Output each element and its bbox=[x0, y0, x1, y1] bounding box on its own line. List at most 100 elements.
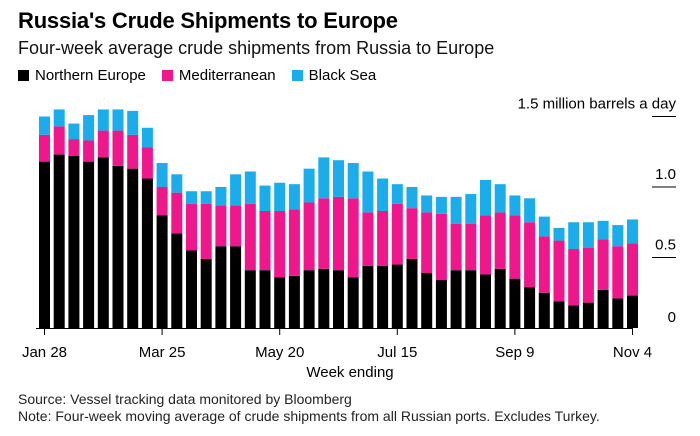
bar-black-sea-38 bbox=[597, 220, 609, 240]
bar-black-sea-28 bbox=[450, 196, 462, 224]
bar-black-sea-19 bbox=[318, 157, 330, 199]
bar-mediterranean-35 bbox=[553, 240, 565, 302]
bar-northern-europe-6 bbox=[127, 168, 139, 328]
bar-northern-europe-1 bbox=[53, 154, 65, 328]
bar-mediterranean-40 bbox=[627, 243, 638, 296]
stacked-bar-chart: 0 0.5 1.0 1.5 million barrels a day Jan 28 Ma… bbox=[22, 96, 677, 361]
bar-northern-europe-10 bbox=[186, 250, 197, 328]
bar-black-sea-17 bbox=[288, 184, 300, 210]
legend-item-mediterranean: Mediterranean bbox=[161, 67, 276, 84]
bar-mediterranean-39 bbox=[612, 246, 624, 299]
bar-northern-europe-22 bbox=[362, 265, 374, 328]
legend-item-black-sea: Black Sea bbox=[291, 67, 377, 84]
bar-northern-europe-19 bbox=[318, 268, 330, 328]
legend-label-black-sea: Black Sea bbox=[308, 67, 377, 84]
bar-northern-europe-3 bbox=[83, 161, 95, 328]
bar-mediterranean-10 bbox=[186, 203, 197, 251]
bar-black-sea-14 bbox=[244, 171, 256, 204]
x-axis-title: Week ending bbox=[306, 364, 394, 381]
bar-mediterranean-36 bbox=[568, 249, 580, 306]
bar-mediterranean-4 bbox=[97, 130, 109, 158]
bar-northern-europe-38 bbox=[597, 289, 609, 328]
legend-label-mediterranean: Mediterranean bbox=[178, 67, 276, 84]
bar-mediterranean-29 bbox=[465, 223, 477, 271]
bar-northern-europe-5 bbox=[112, 165, 124, 328]
bar-black-sea-9 bbox=[171, 174, 183, 193]
legend-swatch-black-sea bbox=[291, 70, 303, 81]
bar-mediterranean-18 bbox=[303, 202, 315, 271]
bar-black-sea-26 bbox=[421, 195, 433, 213]
bar-mediterranean-19 bbox=[318, 198, 330, 269]
bar-black-sea-30 bbox=[480, 179, 491, 216]
bar-northern-europe-39 bbox=[612, 298, 624, 328]
bar-black-sea-5 bbox=[112, 109, 124, 131]
bar-mediterranean-34 bbox=[538, 236, 550, 293]
bar-northern-europe-8 bbox=[156, 215, 168, 328]
y-tick-label-2: 1.0 bbox=[655, 166, 676, 183]
bar-mediterranean-5 bbox=[112, 130, 124, 166]
bar-northern-europe-15 bbox=[259, 270, 271, 328]
bar-northern-europe-7 bbox=[141, 178, 153, 328]
bar-northern-europe-40 bbox=[627, 295, 638, 328]
legend-swatch-mediterranean bbox=[161, 70, 173, 81]
bar-black-sea-15 bbox=[259, 185, 271, 211]
bar-black-sea-10 bbox=[186, 191, 197, 204]
bar-black-sea-31 bbox=[494, 184, 506, 213]
x-tick-label-2: May 20 bbox=[255, 344, 304, 360]
legend-item-northern-europe: Northern Europe bbox=[18, 67, 146, 84]
bar-mediterranean-26 bbox=[421, 212, 433, 274]
bar-black-sea-3 bbox=[83, 115, 95, 141]
bar-northern-europe-36 bbox=[568, 305, 580, 328]
bar-mediterranean-38 bbox=[597, 239, 609, 290]
bar-mediterranean-6 bbox=[127, 134, 139, 169]
bar-mediterranean-1 bbox=[53, 126, 65, 155]
bar-black-sea-33 bbox=[524, 198, 536, 223]
bar-mediterranean-21 bbox=[347, 198, 359, 278]
source-note: Source: Vessel tracking data monitored b… bbox=[18, 391, 352, 407]
bar-black-sea-34 bbox=[538, 216, 550, 237]
bar-northern-europe-20 bbox=[333, 270, 344, 328]
bar-black-sea-37 bbox=[582, 222, 594, 248]
x-tick-label-5: Nov 4 bbox=[613, 344, 652, 360]
bar-black-sea-22 bbox=[362, 171, 374, 213]
bar-mediterranean-28 bbox=[450, 223, 462, 271]
bar-mediterranean-11 bbox=[200, 203, 212, 259]
bar-mediterranean-17 bbox=[288, 209, 300, 276]
y-tick-label-3: 1.5 million barrels a day bbox=[518, 96, 677, 113]
x-tick-label-0: Jan 28 bbox=[22, 344, 67, 360]
bar-mediterranean-3 bbox=[83, 140, 95, 162]
bar-black-sea-20 bbox=[333, 160, 344, 197]
bar-black-sea-23 bbox=[377, 178, 389, 211]
bar-northern-europe-11 bbox=[200, 258, 212, 328]
bar-mediterranean-22 bbox=[362, 212, 374, 266]
bar-northern-europe-37 bbox=[582, 302, 594, 328]
bar-black-sea-1 bbox=[53, 109, 65, 127]
bar-black-sea-7 bbox=[141, 127, 153, 148]
bar-northern-europe-23 bbox=[377, 265, 389, 328]
bar-northern-europe-28 bbox=[450, 270, 462, 328]
bar-mediterranean-27 bbox=[435, 213, 447, 281]
bar-black-sea-18 bbox=[303, 168, 315, 203]
bar-mediterranean-12 bbox=[215, 205, 227, 247]
bar-northern-europe-30 bbox=[480, 274, 491, 328]
bar-northern-europe-13 bbox=[230, 246, 242, 328]
bar-mediterranean-14 bbox=[244, 203, 256, 271]
bar-black-sea-40 bbox=[627, 219, 638, 244]
bar-northern-europe-25 bbox=[406, 258, 418, 328]
bar-mediterranean-23 bbox=[377, 210, 389, 266]
x-tick-label-4: Sep 9 bbox=[495, 344, 534, 360]
bar-northern-europe-0 bbox=[39, 161, 50, 328]
bar-black-sea-29 bbox=[465, 194, 477, 224]
bar-black-sea-21 bbox=[347, 163, 359, 199]
bar-northern-europe-18 bbox=[303, 270, 315, 328]
bar-black-sea-8 bbox=[156, 163, 168, 187]
bar-northern-europe-33 bbox=[524, 287, 536, 328]
bar-black-sea-25 bbox=[406, 187, 418, 209]
legend-label-northern-europe: Northern Europe bbox=[35, 67, 146, 84]
bar-black-sea-39 bbox=[612, 225, 624, 247]
bar-black-sea-2 bbox=[68, 123, 80, 140]
bar-mediterranean-2 bbox=[68, 139, 80, 156]
bar-black-sea-6 bbox=[127, 110, 139, 135]
bar-northern-europe-31 bbox=[494, 268, 506, 328]
bar-mediterranean-37 bbox=[582, 247, 594, 303]
